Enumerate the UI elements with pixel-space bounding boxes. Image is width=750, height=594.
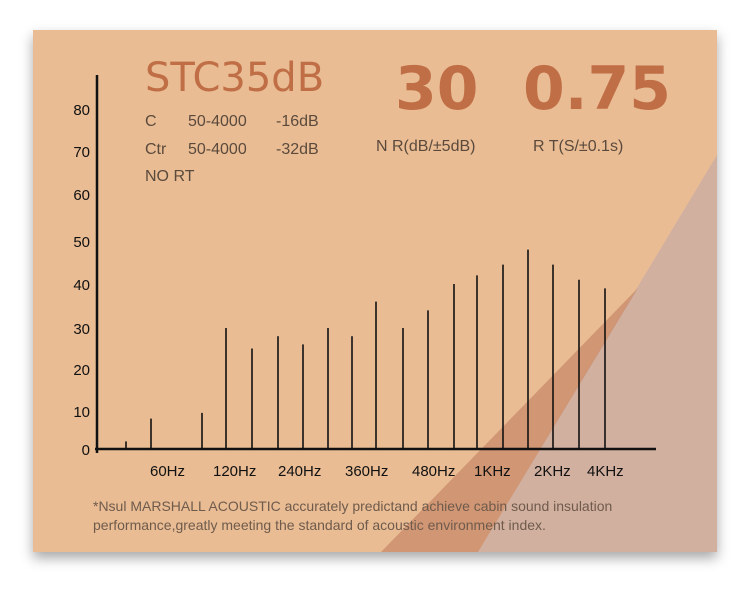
- stc-chart: STC35dB 30 0.75 N R(dB/±5dB) R T(S/±0.1s…: [73, 54, 717, 552]
- y-tick-label: 20: [73, 362, 90, 379]
- info-row-c-value: -16dB: [276, 113, 319, 130]
- x-tick-labels: 60Hz 120Hz 240Hz 360Hz 480Hz 1KHz 2KHz 4KHz: [150, 463, 624, 480]
- overlay-triangle-dark: [381, 288, 638, 552]
- y-tick-label: 30: [73, 321, 90, 338]
- bars: [125, 249, 606, 449]
- stc-title: STC35dB: [145, 55, 324, 101]
- info-row-c-name: C: [145, 113, 157, 130]
- x-tick-label: 480Hz: [412, 463, 455, 480]
- nr-label: N R(dB/±5dB): [376, 138, 475, 155]
- chart-card: STC35dB 30 0.75 N R(dB/±5dB) R T(S/±0.1s…: [33, 30, 717, 552]
- y-tick-label: 0: [82, 442, 90, 459]
- y-tick-label: 60: [73, 187, 90, 204]
- y-tick-label: 70: [73, 144, 90, 161]
- nr-value: 30: [395, 54, 479, 124]
- rt-label: R T(S/±0.1s): [533, 138, 623, 155]
- y-tick-label: 80: [73, 102, 90, 119]
- y-tick-label: 40: [73, 277, 90, 294]
- x-tick-label: 1KHz: [474, 463, 511, 480]
- x-tick-label: 120Hz: [213, 463, 256, 480]
- x-tick-label: 2KHz: [534, 463, 571, 480]
- y-tick-label: 10: [73, 404, 90, 421]
- info-row-ctr-name: Ctr: [145, 141, 167, 158]
- footnote-line-1: *Nsul MARSHALL ACOUSTIC accurately predi…: [93, 498, 612, 514]
- info-row-rt-name: NO RT: [145, 168, 195, 185]
- info-row-ctr-value: -32dB: [276, 141, 319, 158]
- y-tick-labels: 0 10 20 30 40 50 60 70 80: [73, 102, 90, 459]
- info-row-ctr-range: 50-4000: [188, 141, 247, 158]
- x-tick-label: 4KHz: [587, 463, 624, 480]
- rt-value: 0.75: [523, 54, 671, 124]
- x-tick-label: 60Hz: [150, 463, 185, 480]
- x-tick-label: 240Hz: [278, 463, 321, 480]
- info-row-c-range: 50-4000: [188, 113, 247, 130]
- y-tick-label: 50: [73, 234, 90, 251]
- x-tick-label: 360Hz: [345, 463, 388, 480]
- footnote-line-2: performance,greatly meeting the standard…: [93, 517, 546, 533]
